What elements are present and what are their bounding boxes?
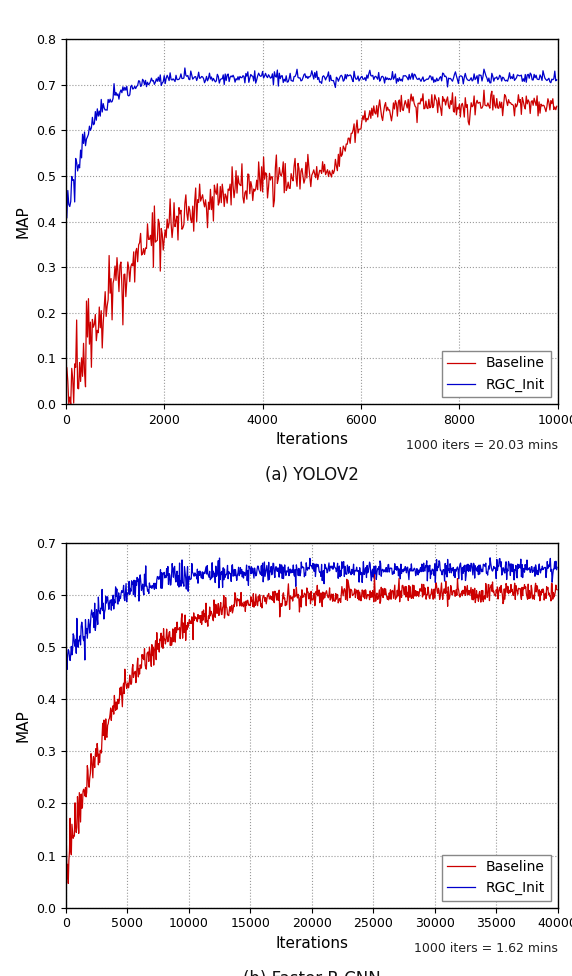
- RGC_Init: [487, 552, 494, 564]
- Baseline: [300, 170, 307, 182]
- Baseline: [554, 584, 561, 595]
- RGC_Init: [375, 561, 382, 573]
- X-axis label: Iterations: Iterations: [275, 432, 348, 447]
- Y-axis label: MAP: MAP: [15, 205, 30, 238]
- RGC_Init: [435, 561, 442, 573]
- Text: (b) Faster R-CNN: (b) Faster R-CNN: [243, 970, 380, 976]
- Baseline: [296, 183, 303, 195]
- RGC_Init: [356, 75, 363, 87]
- Line: Baseline: Baseline: [66, 574, 557, 883]
- Line: RGC_Init: RGC_Init: [66, 558, 557, 671]
- RGC_Init: [296, 72, 303, 84]
- Baseline: [376, 597, 383, 609]
- Baseline: [436, 593, 443, 605]
- RGC_Init: [360, 569, 367, 581]
- RGC_Init: [542, 74, 549, 86]
- Text: 1000 iters = 20.03 mins: 1000 iters = 20.03 mins: [406, 438, 558, 452]
- RGC_Init: [181, 62, 188, 74]
- RGC_Init: [62, 665, 69, 676]
- Baseline: [480, 84, 487, 96]
- Legend: Baseline, RGC_Init: Baseline, RGC_Init: [442, 351, 551, 397]
- Baseline: [487, 583, 494, 594]
- Legend: Baseline, RGC_Init: Baseline, RGC_Init: [442, 855, 551, 901]
- Baseline: [329, 164, 336, 176]
- RGC_Init: [554, 561, 561, 573]
- Baseline: [466, 119, 472, 131]
- Baseline: [65, 877, 72, 889]
- Baseline: [361, 592, 368, 604]
- RGC_Init: [466, 75, 472, 87]
- Baseline: [553, 101, 560, 112]
- RGC_Init: [329, 75, 336, 87]
- Baseline: [62, 846, 69, 858]
- Baseline: [65, 398, 72, 410]
- RGC_Init: [300, 72, 307, 84]
- Baseline: [348, 585, 355, 596]
- Baseline: [371, 568, 378, 580]
- Baseline: [93, 751, 100, 762]
- RGC_Init: [486, 560, 492, 572]
- RGC_Init: [62, 212, 69, 224]
- X-axis label: Iterations: Iterations: [275, 936, 348, 951]
- RGC_Init: [348, 569, 355, 581]
- RGC_Init: [553, 74, 560, 86]
- Baseline: [543, 101, 550, 112]
- Text: (a) YOLOV2: (a) YOLOV2: [265, 467, 359, 484]
- Text: 1000 iters = 1.62 mins: 1000 iters = 1.62 mins: [414, 943, 558, 956]
- RGC_Init: [93, 619, 100, 630]
- Baseline: [356, 123, 363, 135]
- Y-axis label: MAP: MAP: [15, 709, 30, 742]
- Line: Baseline: Baseline: [66, 90, 557, 404]
- Line: RGC_Init: RGC_Init: [66, 68, 557, 218]
- Baseline: [62, 386, 69, 398]
